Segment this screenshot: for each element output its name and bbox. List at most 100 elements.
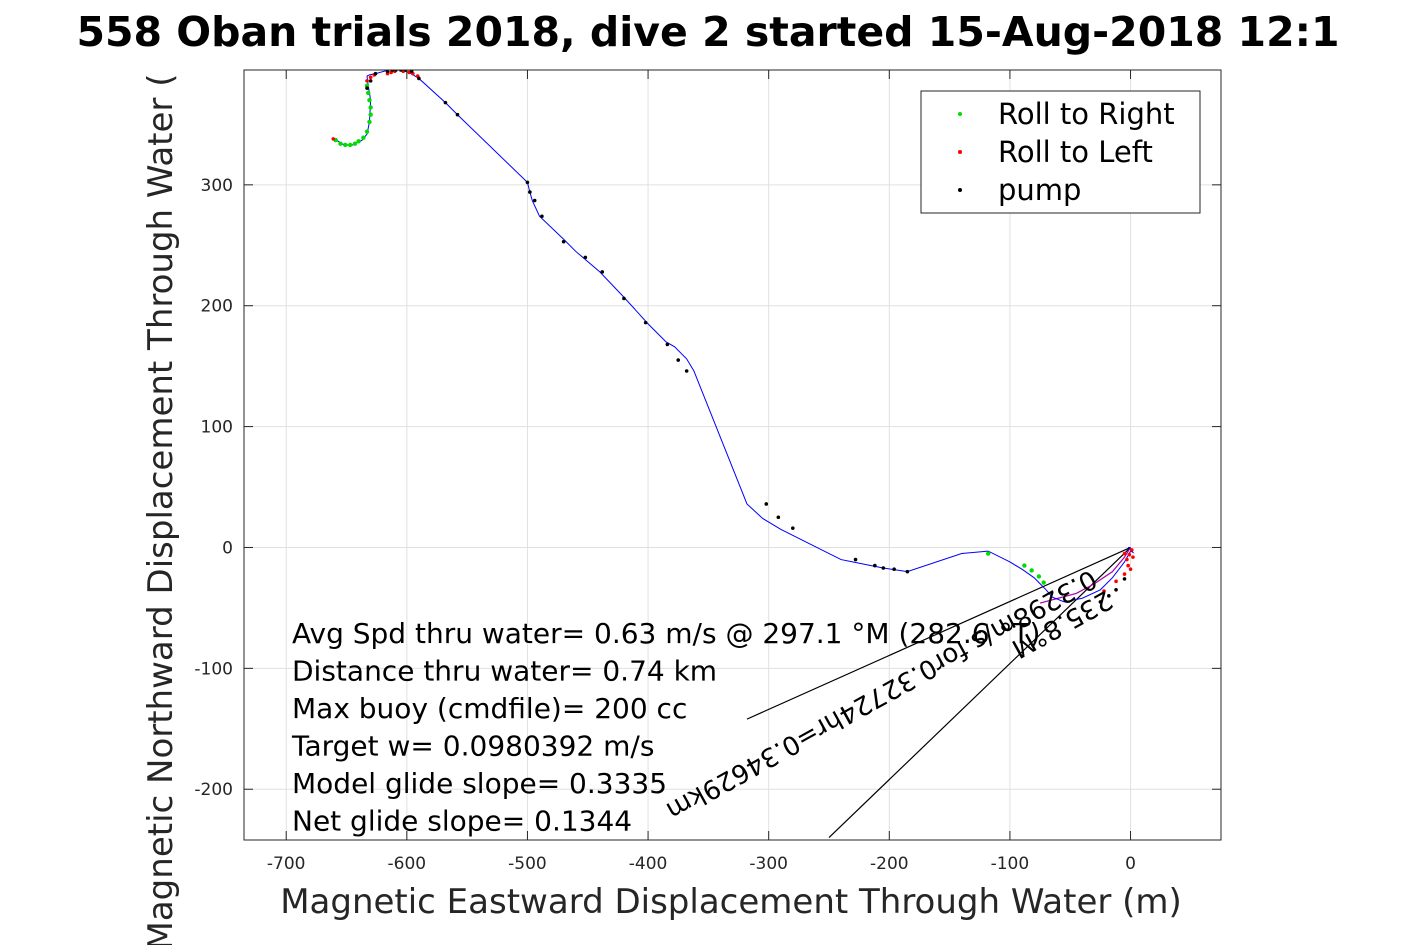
pump-point [540, 214, 544, 219]
legend-label: Roll to Left [998, 135, 1153, 169]
return-track-line [1039, 547, 1132, 604]
x-tick-label: 0 [1125, 854, 1136, 874]
roll-left-point [1122, 551, 1127, 556]
roll-right-point [347, 142, 353, 148]
pump-point [881, 566, 886, 570]
pump-point [528, 190, 532, 194]
pump-point [873, 563, 877, 568]
roll-right-point [343, 142, 348, 148]
y-axis-label: Magnetic Northward Displacement Through … [141, 74, 181, 945]
legend: Roll to Right Roll to Left pump [920, 90, 1201, 214]
roll-right-point [1041, 580, 1046, 585]
pump-point [525, 180, 530, 185]
x-tick-label: -200 [870, 854, 909, 874]
stats-annotations: Avg Spd thru water= 0.63 m/s @ 297.1 °M … [291, 617, 1040, 838]
pump-point [892, 567, 896, 572]
roll-left-point [331, 137, 336, 141]
x-tick-label: -300 [749, 854, 788, 874]
pump-point [455, 112, 460, 117]
pump-point [622, 296, 626, 301]
pump-point [368, 79, 373, 83]
plot-layer [331, 70, 1135, 839]
pump-point [365, 86, 369, 90]
current-line [828, 547, 1131, 839]
annotation-line: Max buoy (cmdfile)= 200 cc [292, 692, 687, 725]
pump-point [776, 515, 781, 520]
ticks: -700 -600 -500 -400 -300 -200 -100 0 -200 -100 0 10… [194, 70, 1221, 874]
roll-right-point [364, 129, 370, 134]
roll-right-point [367, 119, 372, 125]
pump-point [643, 320, 648, 325]
pump-point [409, 70, 414, 74]
pump-point [1114, 587, 1118, 592]
pump-point [385, 70, 390, 74]
pump-point [1122, 577, 1127, 581]
roll-right-point [338, 141, 343, 146]
roll-left-point [1131, 555, 1135, 559]
roll-left-point [365, 79, 369, 83]
annotation-line: Model glide slope= 0.3335 [292, 767, 667, 800]
y-tick-label: 100 [201, 418, 233, 438]
pump-point [443, 100, 448, 105]
pump-point [600, 270, 605, 274]
roll-left-point [1125, 557, 1129, 562]
axes-frame [243, 69, 1222, 841]
roll-left-point [1127, 552, 1132, 557]
roll-left-point [1114, 579, 1118, 584]
pump-point [583, 255, 588, 260]
legend-marker [958, 112, 962, 116]
pump-point [684, 369, 689, 373]
pump-point [373, 71, 378, 76]
roll-left-point [1129, 548, 1134, 552]
x-tick-label: -700 [267, 854, 306, 874]
x-tick-label: -100 [991, 854, 1030, 874]
annotation-line: Avg Spd thru water= 0.63 m/s @ 297.1 °M … [292, 617, 1040, 650]
roll-right-point [352, 141, 358, 146]
annotation-line: Distance thru water= 0.74 km [292, 655, 717, 688]
roll-right-point [368, 105, 373, 110]
roll-left-point [368, 75, 373, 80]
roll-left-point [1102, 589, 1106, 593]
y-tick-label: 0 [222, 538, 233, 558]
roll-left-point [1126, 563, 1130, 568]
legend-marker [958, 150, 962, 154]
roll-right-point [361, 135, 366, 140]
roll-right-point [986, 551, 991, 556]
roll-left-point [1122, 572, 1127, 576]
y-tick-label: -200 [194, 780, 233, 800]
legend-label: pump [998, 173, 1081, 207]
chart-title: 558 Oban trials 2018, dive 2 started 15-… [76, 8, 1339, 56]
pump-point [791, 526, 795, 530]
roll-right-point [366, 90, 371, 96]
x-tick-label: -500 [508, 854, 547, 874]
legend-marker [958, 188, 962, 192]
roll-left-point [1128, 567, 1133, 572]
roll-right-point [368, 112, 373, 117]
x-axis-label: Magnetic Eastward Displacement Through W… [280, 882, 1182, 922]
legend-label: Roll to Right [998, 97, 1175, 131]
y-tick-label: 200 [201, 297, 233, 317]
x-tick-label: -600 [388, 854, 427, 874]
roll-right-point [1029, 568, 1034, 573]
pump-point [1098, 600, 1103, 604]
roll-right-point [1036, 574, 1042, 579]
pump-point [665, 342, 670, 347]
plot-content [331, 70, 1135, 839]
annotation-line: Target w= 0.0980392 m/s [291, 730, 654, 763]
roll-right-point [367, 98, 372, 103]
legend-box [920, 90, 1201, 214]
y-tick-label: -100 [194, 659, 233, 679]
x-tick-label: -400 [629, 854, 668, 874]
pump-point [561, 239, 566, 244]
pump-point [853, 557, 858, 562]
pump-point [417, 76, 421, 81]
pump-point [764, 502, 769, 506]
pump-point [1107, 594, 1111, 598]
track-line [334, 70, 1135, 603]
annotation-line: Net glide slope= 0.1344 [292, 805, 632, 838]
roll-right-point [1022, 563, 1027, 568]
roll-right-point [356, 139, 361, 144]
pump-point [676, 358, 681, 362]
current-line [746, 546, 1131, 720]
